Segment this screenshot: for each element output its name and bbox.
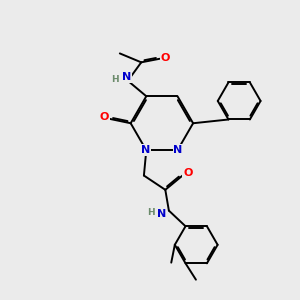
Text: H: H	[112, 75, 119, 84]
Text: H: H	[147, 208, 154, 217]
Text: N: N	[173, 145, 183, 155]
Text: O: O	[99, 112, 109, 122]
Text: O: O	[183, 168, 193, 178]
Text: O: O	[161, 53, 170, 63]
Text: N: N	[122, 72, 131, 82]
Text: N: N	[141, 145, 150, 155]
Text: N: N	[157, 209, 166, 219]
